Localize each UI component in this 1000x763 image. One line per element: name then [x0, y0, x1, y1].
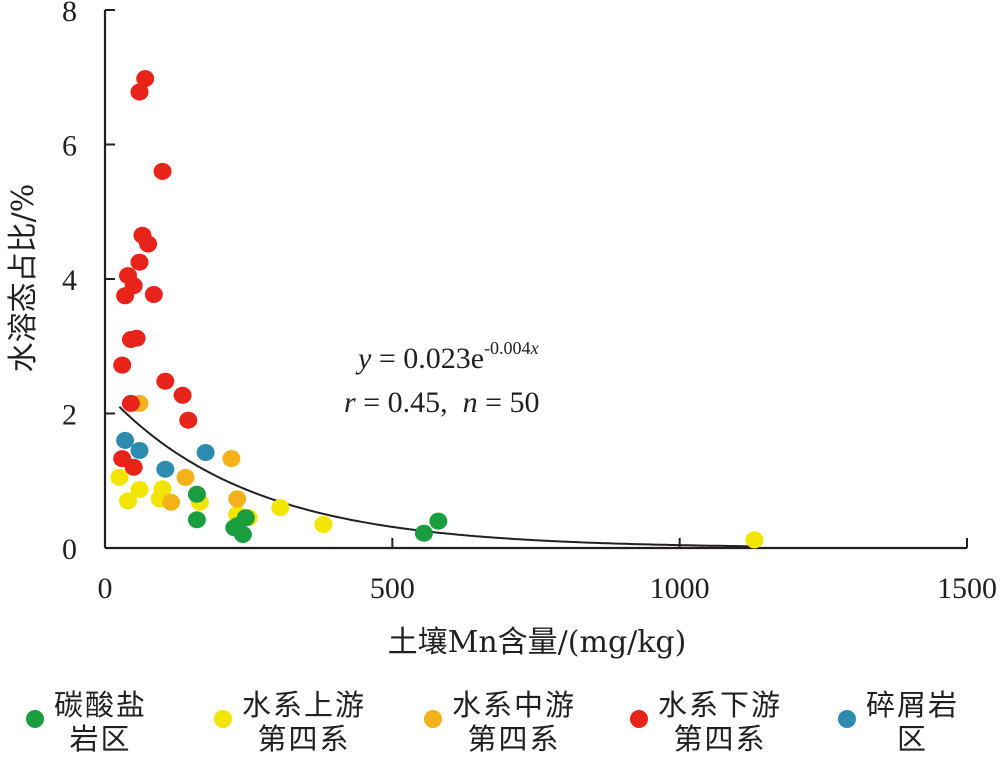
equation-line-2: r = 0.45, n = 50	[344, 386, 540, 419]
equation-line-1: y = 0.023e-0.004x	[355, 338, 539, 375]
series-4	[116, 431, 215, 478]
series-0	[187, 485, 448, 543]
legend-dot-downstream	[630, 710, 648, 728]
equation-exponent-var: x	[530, 338, 539, 358]
data-point	[162, 493, 181, 511]
series-3	[113, 70, 198, 476]
data-point	[176, 468, 195, 486]
data-point	[187, 485, 206, 503]
stat-n-value: = 50	[478, 386, 540, 419]
data-point	[130, 481, 149, 498]
data-point	[113, 356, 132, 374]
legend-item-carbonate: 碳酸盐 岩区	[26, 688, 147, 756]
data-point	[130, 442, 149, 459]
data-point	[153, 480, 172, 498]
y-tick-label: 4	[62, 264, 77, 297]
data-point	[429, 512, 448, 530]
data-point	[314, 516, 333, 533]
legend-label-midstream: 水系中游 第四系	[452, 688, 577, 756]
stat-r-var: r	[344, 386, 356, 419]
data-point	[156, 460, 175, 478]
data-point	[271, 499, 290, 517]
data-point	[228, 490, 247, 508]
equation-exponent: -0.004	[484, 338, 531, 358]
data-point	[121, 394, 140, 412]
data-point	[187, 511, 206, 529]
legend-label-upstream: 水系上游 第四系	[242, 688, 367, 756]
data-point	[745, 531, 764, 549]
x-axis-title: 土壤Mn含量/(mg/kg)	[388, 625, 687, 660]
legend-item-clastic: 碎屑岩区	[838, 688, 959, 756]
data-point	[130, 253, 149, 271]
stat-r-value: = 0.45,	[356, 386, 463, 419]
data-point	[144, 286, 163, 303]
legend-dot-carbonate	[26, 710, 44, 728]
legend-item-upstream: 水系上游 第四系	[214, 688, 366, 756]
legend-dot-upstream	[214, 710, 232, 728]
stat-n-var: n	[463, 386, 478, 419]
data-point	[139, 235, 158, 253]
legend-item-midstream: 水系中游 第四系	[424, 688, 576, 756]
y-tick-label: 0	[62, 533, 77, 566]
legend-dot-clastic	[838, 710, 856, 728]
y-tick-label: 8	[62, 0, 77, 28]
legend-label-clastic: 碎屑岩区	[866, 688, 960, 756]
y-tick-label: 6	[62, 130, 77, 163]
data-point	[110, 468, 129, 486]
data-point	[196, 444, 215, 461]
equation-y-var: y	[355, 342, 372, 375]
x-tick-label: 500	[370, 572, 415, 605]
legend: 碳酸盐 岩区 水系上游 第四系 水系中游 第四系 水系下游 第四系 碎屑岩区	[0, 688, 1000, 763]
y-axis-title: 水溶态占比/%	[6, 184, 41, 373]
data-point	[119, 492, 137, 510]
x-tick-label: 1500	[937, 572, 997, 605]
data-point	[130, 83, 149, 101]
data-point	[127, 329, 146, 347]
data-point	[222, 450, 241, 468]
legend-label-downstream: 水系下游 第四系	[658, 688, 783, 756]
legend-item-downstream: 水系下游 第四系	[630, 688, 782, 756]
data-point	[233, 526, 252, 543]
fit-curve	[118, 406, 755, 548]
points-layer	[110, 70, 764, 549]
data-point	[124, 458, 143, 476]
data-point	[124, 277, 143, 295]
x-tick-label: 1000	[650, 572, 710, 605]
fit-curve-layer	[118, 406, 755, 548]
data-point	[236, 509, 255, 527]
data-point	[173, 386, 192, 404]
data-point	[179, 411, 198, 429]
legend-label-carbonate: 碳酸盐 岩区	[54, 688, 148, 756]
data-point	[116, 431, 135, 449]
x-tick-label: 0	[98, 572, 113, 605]
axes: 0 2 4 6 8 0 500 1000 1500	[62, 0, 997, 605]
equation-body: = 0.023e	[371, 342, 484, 375]
data-point	[156, 372, 175, 390]
data-point	[414, 524, 433, 542]
data-point	[136, 70, 155, 88]
data-point	[153, 162, 172, 180]
y-tick-label: 2	[62, 399, 77, 432]
series-1	[110, 468, 764, 549]
legend-dot-midstream	[424, 710, 442, 728]
